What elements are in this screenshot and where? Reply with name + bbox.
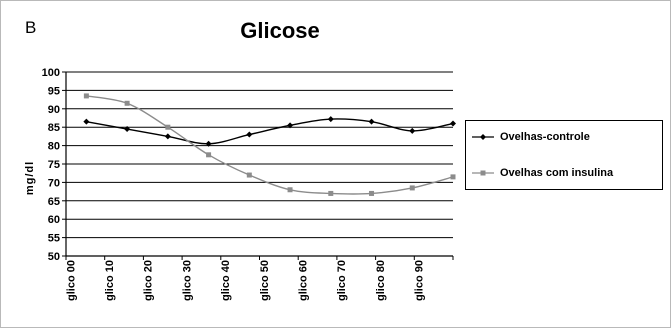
x-tick-label: glico 40 <box>220 260 232 301</box>
x-tick-labels: glico 00 glico 10 glico 20 glico 30 glico 40… <box>65 260 425 301</box>
data-point-1 <box>328 190 334 196</box>
series-line-1 <box>86 95 454 195</box>
x-tick-label: glico 90 <box>414 260 426 301</box>
x-tick-label: glico 30 <box>181 260 193 301</box>
y-tick-labels: 50 55 60 65 70 75 80 85 90 95 100 <box>42 67 60 263</box>
legend-item-insulina: Ovelhas com insulina <box>472 167 613 179</box>
legend-swatch-controle <box>472 134 494 140</box>
y-tick-label: 50 <box>48 251 60 263</box>
gridlines <box>66 71 453 257</box>
y-tick-label: 65 <box>48 196 60 208</box>
x-tick-label: glico 50 <box>259 260 271 301</box>
data-point-1 <box>450 174 456 180</box>
y-tick-label: 95 <box>48 85 60 97</box>
legend-swatch-insulina <box>472 170 494 176</box>
data-point-1 <box>246 172 252 178</box>
data-point-0 <box>246 131 253 138</box>
data-point-0 <box>409 127 416 134</box>
data-point-0 <box>164 133 171 140</box>
data-point-0 <box>205 140 212 147</box>
series-line-0 <box>86 118 454 145</box>
y-tick-label: 85 <box>48 122 60 134</box>
legend-label-insulina: Ovelhas com insulina <box>500 167 614 179</box>
data-point-0 <box>83 118 90 125</box>
series-lines <box>86 95 454 195</box>
data-point-1 <box>287 187 293 193</box>
data-point-1 <box>206 152 212 158</box>
data-point-0 <box>368 118 375 125</box>
data-point-0 <box>450 120 456 127</box>
y-tick-label: 90 <box>48 104 60 116</box>
x-tick-label: glico 20 <box>143 260 155 301</box>
x-tick-label: glico 60 <box>297 260 309 301</box>
y-tick-label: 70 <box>48 177 60 189</box>
x-tick-label: glico 70 <box>336 260 348 301</box>
x-tick-label: glico 10 <box>104 260 116 301</box>
data-point-0 <box>287 122 294 129</box>
data-point-1 <box>369 190 375 196</box>
legend: Ovelhas-controle Ovelhas com insulina <box>465 120 663 190</box>
chart-title: Glicose <box>240 18 320 43</box>
data-point-0 <box>327 116 334 123</box>
axes <box>62 71 454 260</box>
y-tick-label: 75 <box>48 159 60 171</box>
legend-item-controle: Ovelhas-controle <box>472 131 590 143</box>
x-tick-label: glico 80 <box>375 260 387 301</box>
panel-label: B <box>25 18 37 37</box>
y-tick-label: 80 <box>48 141 60 153</box>
data-point-1 <box>165 124 171 130</box>
y-tick-label: 60 <box>48 214 60 226</box>
data-point-1 <box>83 93 89 99</box>
data-point-1 <box>124 100 130 106</box>
series-markers <box>83 93 456 196</box>
x-tick-label: glico 00 <box>65 260 77 301</box>
legend-label-controle: Ovelhas-controle <box>500 131 590 143</box>
y-tick-label: 55 <box>48 233 60 245</box>
data-point-0 <box>124 126 131 133</box>
y-tick-label: 100 <box>42 67 60 79</box>
data-point-1 <box>409 185 415 191</box>
